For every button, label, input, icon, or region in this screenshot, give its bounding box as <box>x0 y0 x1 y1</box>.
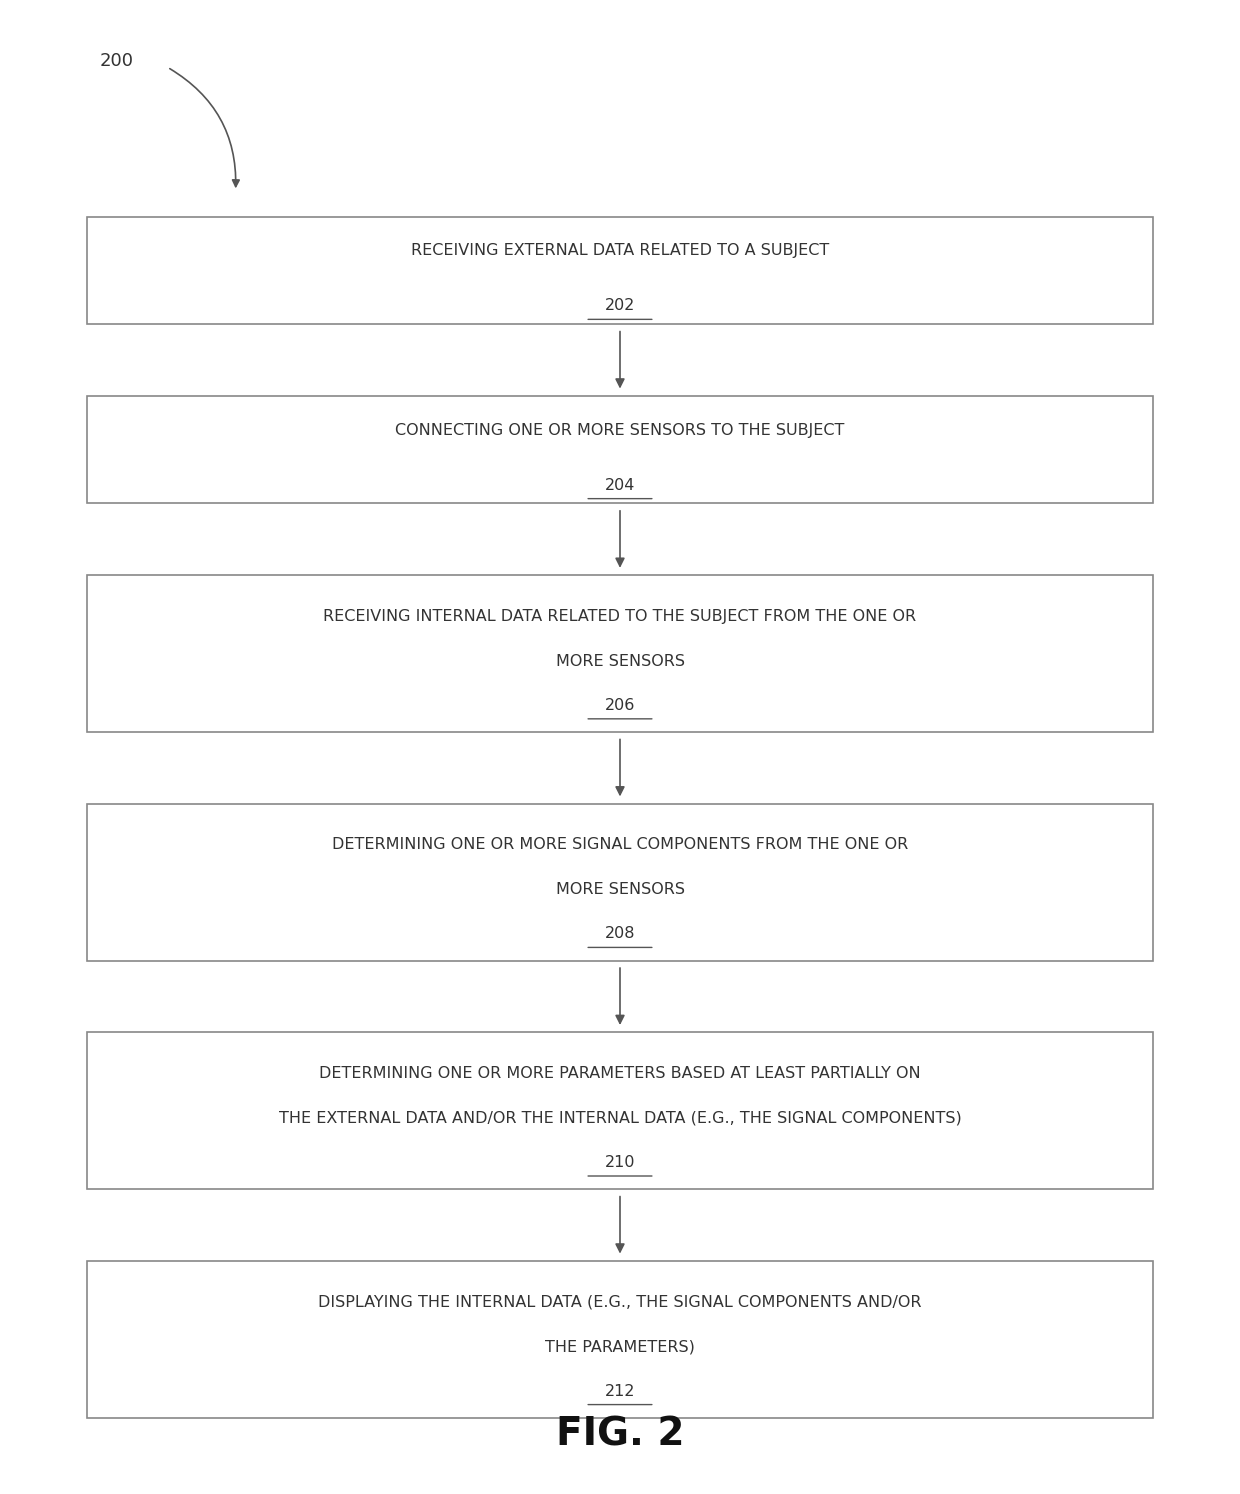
Text: DISPLAYING THE INTERNAL DATA (E.G., THE SIGNAL COMPONENTS AND/OR: DISPLAYING THE INTERNAL DATA (E.G., THE … <box>319 1294 921 1310</box>
FancyBboxPatch shape <box>87 1032 1153 1189</box>
Text: 208: 208 <box>605 926 635 941</box>
Text: CONNECTING ONE OR MORE SENSORS TO THE SUBJECT: CONNECTING ONE OR MORE SENSORS TO THE SU… <box>396 423 844 438</box>
Text: THE EXTERNAL DATA AND/OR THE INTERNAL DATA (E.G., THE SIGNAL COMPONENTS): THE EXTERNAL DATA AND/OR THE INTERNAL DA… <box>279 1110 961 1126</box>
FancyBboxPatch shape <box>87 217 1153 324</box>
Text: THE PARAMETERS): THE PARAMETERS) <box>546 1339 694 1355</box>
Text: 202: 202 <box>605 299 635 314</box>
Text: MORE SENSORS: MORE SENSORS <box>556 653 684 669</box>
FancyBboxPatch shape <box>87 1261 1153 1418</box>
Text: FIG. 2: FIG. 2 <box>556 1415 684 1454</box>
FancyBboxPatch shape <box>87 804 1153 961</box>
FancyBboxPatch shape <box>87 575 1153 732</box>
Text: 206: 206 <box>605 698 635 713</box>
Text: RECEIVING EXTERNAL DATA RELATED TO A SUBJECT: RECEIVING EXTERNAL DATA RELATED TO A SUB… <box>410 244 830 258</box>
Text: 204: 204 <box>605 478 635 493</box>
Text: 212: 212 <box>605 1383 635 1398</box>
Text: DETERMINING ONE OR MORE SIGNAL COMPONENTS FROM THE ONE OR: DETERMINING ONE OR MORE SIGNAL COMPONENT… <box>332 837 908 853</box>
Text: 200: 200 <box>99 52 133 70</box>
Text: MORE SENSORS: MORE SENSORS <box>556 881 684 898</box>
Text: RECEIVING INTERNAL DATA RELATED TO THE SUBJECT FROM THE ONE OR: RECEIVING INTERNAL DATA RELATED TO THE S… <box>324 608 916 624</box>
Text: 210: 210 <box>605 1155 635 1170</box>
Text: DETERMINING ONE OR MORE PARAMETERS BASED AT LEAST PARTIALLY ON: DETERMINING ONE OR MORE PARAMETERS BASED… <box>319 1065 921 1082</box>
FancyBboxPatch shape <box>87 396 1153 503</box>
FancyArrowPatch shape <box>170 69 239 187</box>
